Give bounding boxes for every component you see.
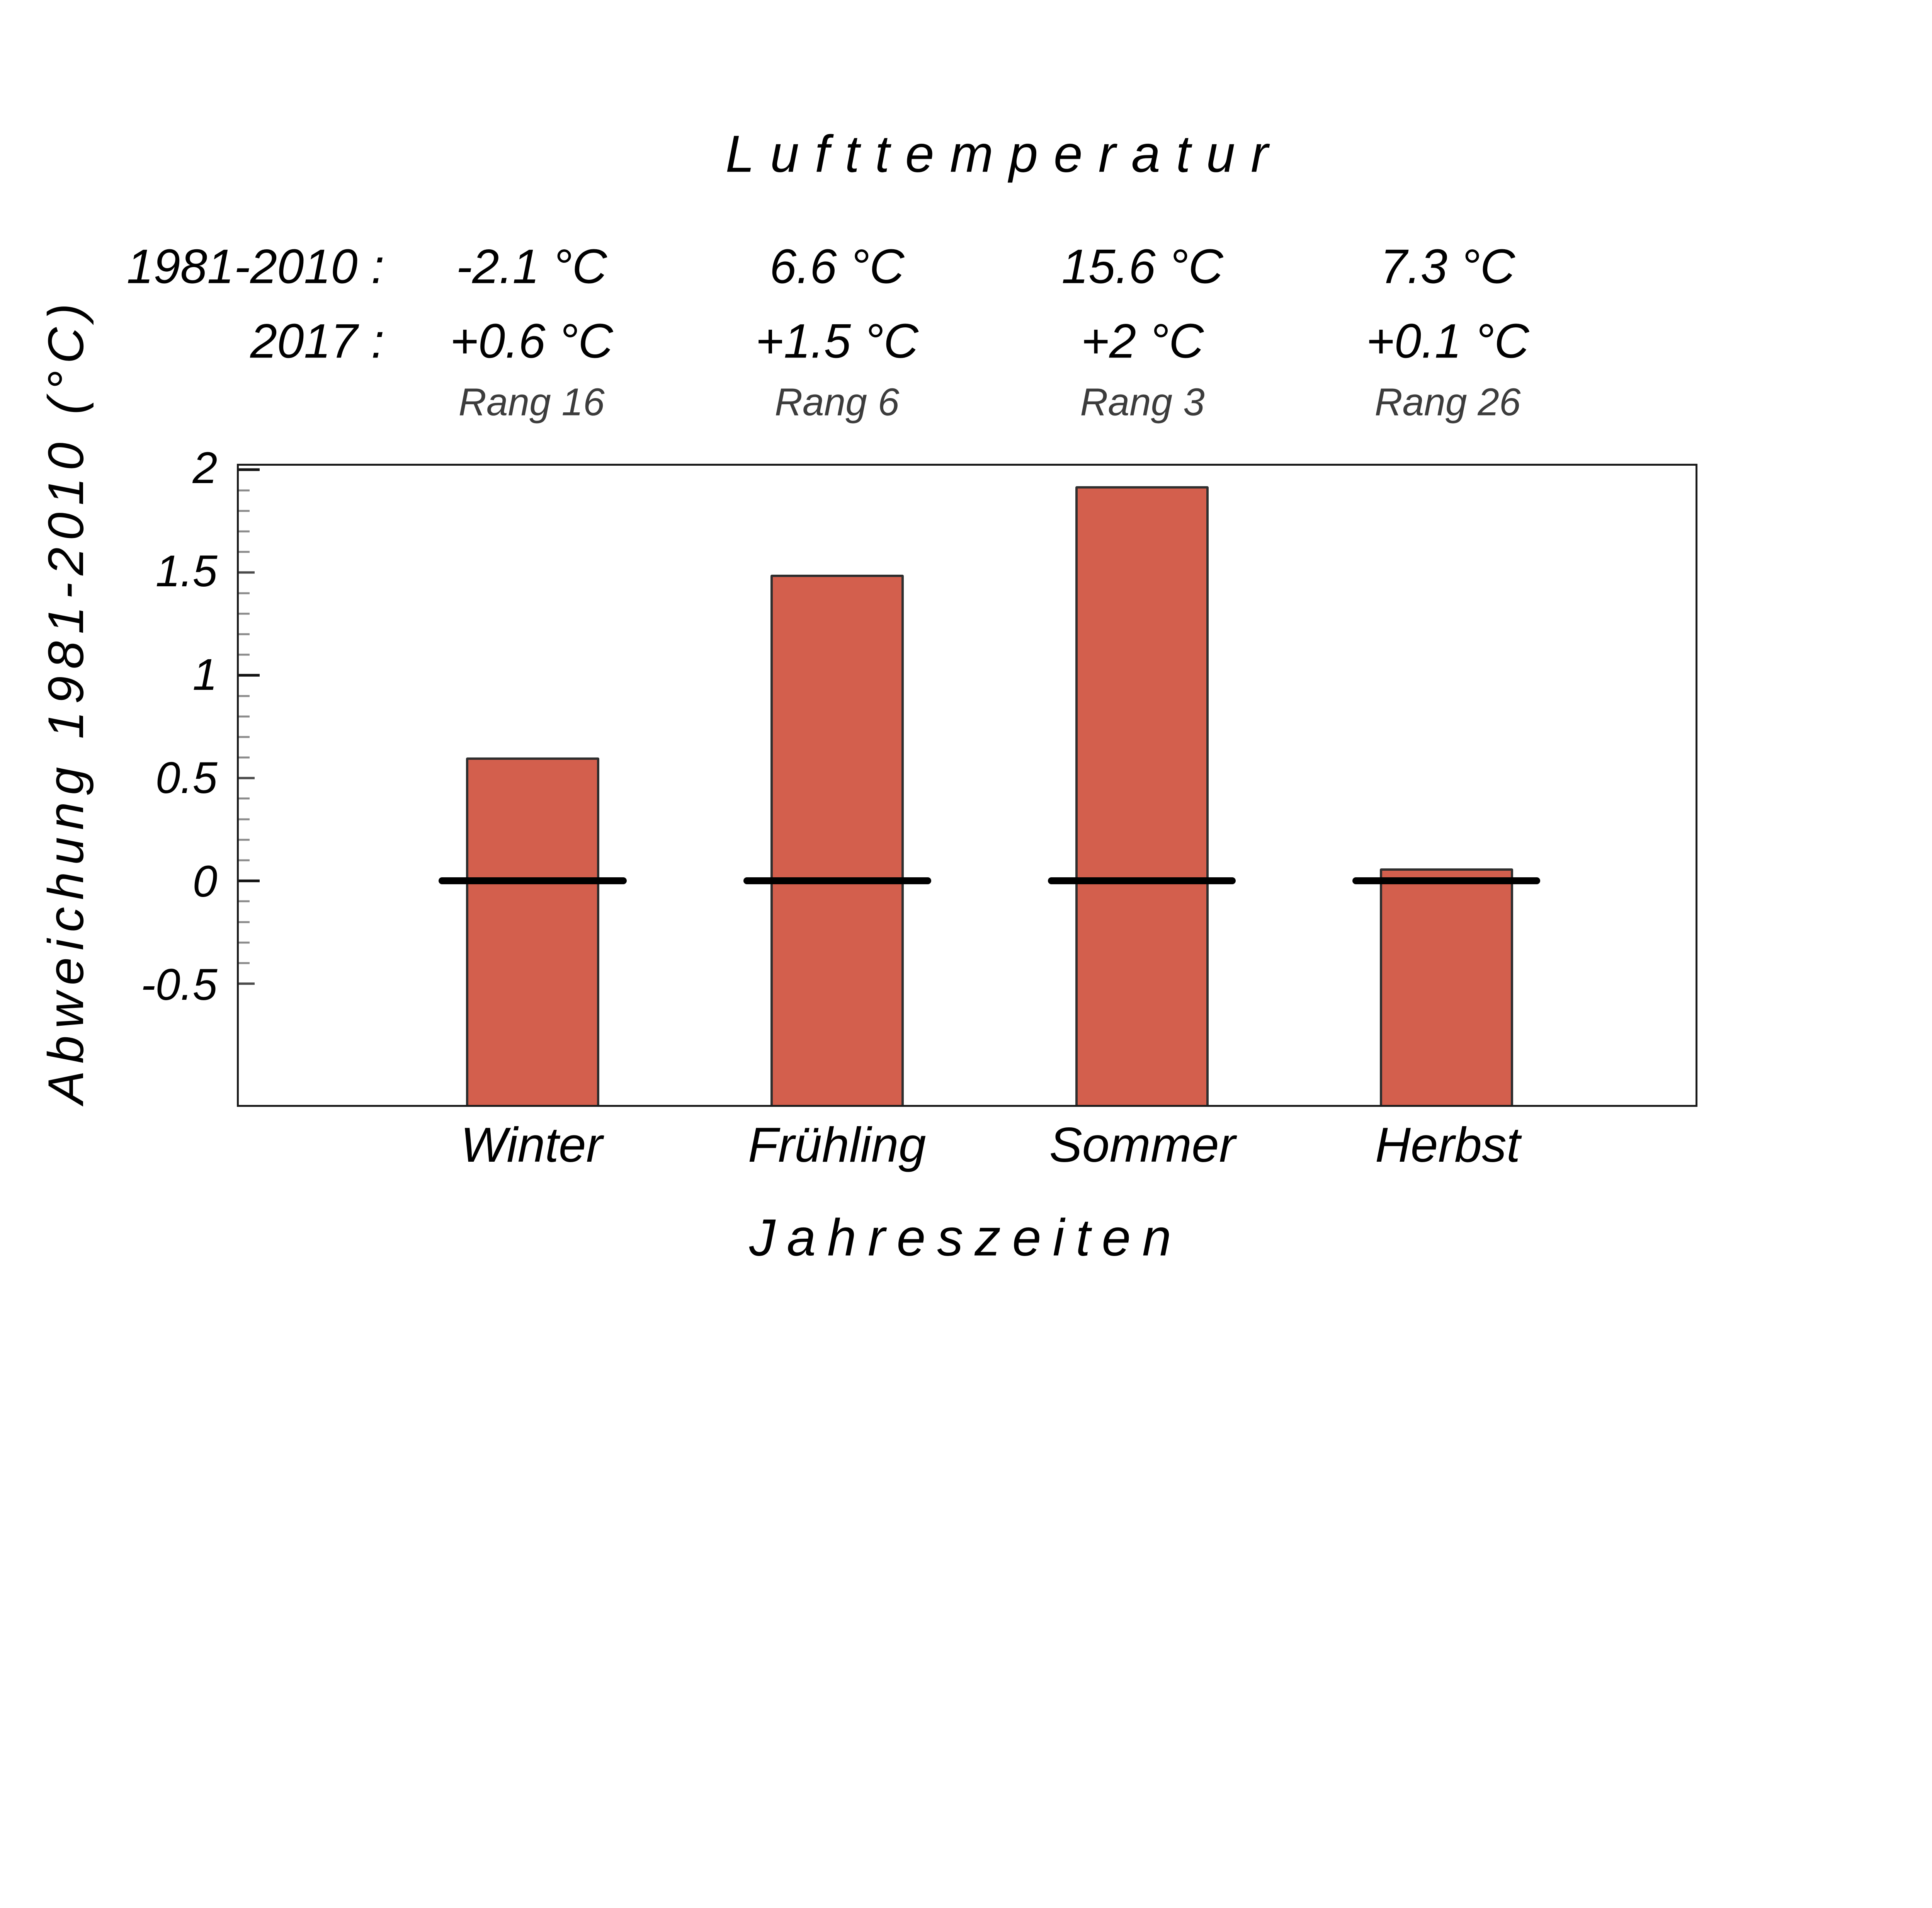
y-axis-tick-0	[238, 880, 260, 882]
stat-rank-herbst: Rang 26	[1374, 380, 1521, 424]
y-axis-tick-1.5	[238, 571, 255, 574]
zero-reference-line-herbst	[1352, 877, 1541, 885]
stat-mean-herbst: 7.3 °C	[1380, 240, 1515, 294]
y-axis-tick-1.6	[238, 551, 250, 553]
stats-row-label-2017: 2017 :	[250, 314, 384, 368]
y-axis-tick-1.3	[238, 613, 250, 615]
bar-frühling	[770, 574, 904, 1105]
y-axis-tick-0.7	[238, 736, 250, 738]
y-axis-title: Abweichung 1981-2010 (°C)	[37, 296, 94, 1104]
stat-mean-winter: -2.1 °C	[456, 240, 607, 294]
stat-rank-frühling: Rang 6	[774, 380, 900, 424]
bar-sommer	[1075, 486, 1209, 1105]
stat-anomaly-winter: +0.6 °C	[450, 314, 613, 368]
y-tick-label-2: 2	[192, 443, 218, 493]
y-axis-tick--0.5	[238, 982, 255, 985]
stat-anomaly-herbst: +0.1 °C	[1366, 314, 1529, 368]
y-axis-tick--0.4	[238, 962, 250, 964]
x-category-label-herbst: Herbst	[1375, 1117, 1520, 1173]
bar-winter	[466, 757, 600, 1105]
y-tick-label--0.5: -0.5	[141, 960, 218, 1010]
y-axis-tick-1	[238, 674, 260, 677]
y-axis-tick--0.3	[238, 941, 250, 944]
y-axis-tick-0.5	[238, 777, 255, 780]
y-axis-tick-1.7	[238, 530, 250, 533]
y-axis-tick--0.1	[238, 900, 250, 902]
y-axis-tick-0.2	[238, 839, 250, 841]
y-axis-tick-2	[238, 468, 260, 471]
plot-area	[236, 463, 1697, 1107]
x-category-label-winter: Winter	[461, 1117, 603, 1173]
x-axis-title: Jahreszeiten	[749, 1208, 1183, 1267]
y-axis-tick-1.9	[238, 489, 250, 492]
y-axis-tick-0.4	[238, 797, 250, 800]
y-axis-tick-1.2	[238, 633, 250, 635]
stats-row-label-1981-2010: 1981-2010 :	[126, 240, 384, 294]
y-axis-tick--0.2	[238, 921, 250, 923]
y-axis-tick-0.6	[238, 756, 250, 759]
y-axis-tick-1.1	[238, 654, 250, 656]
x-category-label-frühling: Frühling	[748, 1117, 926, 1173]
y-tick-label-0: 0	[192, 856, 218, 906]
x-category-label-sommer: Sommer	[1049, 1117, 1236, 1173]
zero-reference-line-sommer	[1048, 877, 1236, 885]
y-tick-label-1.5: 1.5	[155, 546, 218, 596]
stat-mean-frühling: 6.6 °C	[769, 240, 905, 294]
stat-rank-sommer: Rang 3	[1080, 380, 1205, 424]
stat-mean-sommer: 15.6 °C	[1061, 240, 1223, 294]
zero-reference-line-winter	[439, 877, 627, 885]
y-axis-tick-0.1	[238, 859, 250, 861]
bar-herbst	[1379, 868, 1513, 1105]
y-axis-tick-0.8	[238, 715, 250, 718]
y-axis-tick-0.9	[238, 695, 250, 697]
zero-reference-line-frühling	[743, 877, 932, 885]
chart-title: Lufttemperatur	[725, 124, 1284, 183]
chart-page: Lufttemperatur 1981-2010 : 2017 : -2.1 °…	[37, 124, 1697, 1267]
stat-anomaly-frühling: +1.5 °C	[755, 314, 918, 368]
stat-rank-winter: Rang 16	[458, 380, 605, 424]
y-axis-tick-1.8	[238, 510, 250, 512]
y-tick-label-1: 1	[192, 650, 218, 700]
y-tick-label-0.5: 0.5	[155, 753, 218, 803]
y-axis-tick-1.4	[238, 592, 250, 594]
stat-anomaly-sommer: +2 °C	[1081, 314, 1204, 368]
y-axis-tick-0.3	[238, 818, 250, 820]
